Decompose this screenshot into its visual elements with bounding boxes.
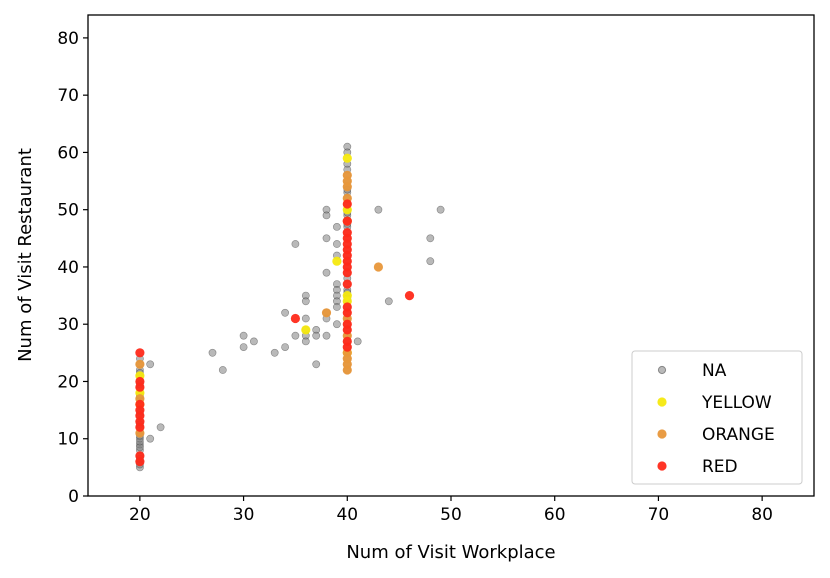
data-point-red [135, 348, 145, 358]
data-point-na [270, 348, 279, 357]
legend-marker-orange [657, 429, 667, 439]
data-point-red [342, 279, 352, 289]
data-point-na [312, 331, 321, 340]
data-point-na [322, 211, 331, 220]
legend-marker-red [657, 461, 667, 471]
data-point-na [353, 337, 362, 346]
data-point-na [301, 314, 310, 323]
data-point-na [239, 331, 248, 340]
legend-marker-na [657, 365, 667, 375]
y-tick-label: 80 [57, 29, 79, 49]
x-tick-label: 80 [751, 505, 773, 525]
y-tick-label: 0 [68, 487, 79, 507]
data-point-na [426, 257, 435, 266]
legend-marker-yellow [657, 397, 667, 407]
x-tick-label: 60 [544, 505, 566, 525]
data-point-orange [135, 359, 145, 369]
data-point-red [135, 382, 145, 392]
data-points [135, 142, 445, 472]
data-point-red [342, 342, 352, 352]
x-axis-label: Num of Visit Workplace [346, 542, 555, 563]
data-point-red [342, 268, 352, 278]
data-point-red [135, 457, 145, 467]
legend-label-orange: ORANGE [702, 425, 775, 445]
data-point-na [291, 331, 300, 340]
data-point-na [426, 234, 435, 243]
legend-frame [631, 350, 803, 485]
x-tick-label: 20 [129, 505, 151, 525]
data-point-na [322, 331, 331, 340]
data-point-na [322, 234, 331, 243]
data-point-yellow [332, 256, 342, 266]
x-axis-ticks: 20 30 40 50 60 70 80 [129, 496, 773, 525]
data-point-na [332, 303, 341, 311]
data-point-na [332, 222, 341, 231]
y-tick-label: 50 [57, 201, 79, 221]
data-point-orange [321, 308, 332, 318]
data-point-na [208, 348, 217, 357]
x-tick-label: 50 [440, 505, 462, 525]
x-tick-label: 40 [336, 505, 358, 525]
data-point-na [312, 360, 321, 369]
y-axis-label: Num of Visit Restaurant [15, 148, 36, 362]
data-point-red [342, 199, 352, 209]
data-point-na [281, 343, 289, 351]
legend-label-na: NA [702, 361, 727, 381]
data-point-orange [373, 262, 383, 272]
x-tick-label: 30 [233, 505, 255, 525]
y-tick-label: 40 [57, 258, 79, 278]
y-tick-label: 30 [57, 315, 79, 335]
data-point-na [301, 297, 310, 306]
data-point-na [332, 240, 341, 248]
data-point-na [249, 337, 258, 346]
data-point-red [290, 313, 300, 324]
data-point-na [156, 423, 165, 432]
legend-label-red: RED [702, 457, 738, 477]
y-tick-label: 70 [57, 86, 79, 106]
data-point-na [332, 320, 341, 329]
data-point-orange [342, 182, 352, 192]
data-point-red [135, 422, 145, 432]
y-tick-label: 10 [57, 430, 79, 450]
data-point-na [384, 297, 393, 306]
data-point-na [218, 366, 227, 374]
x-tick-label: 70 [648, 505, 670, 525]
data-point-red [404, 291, 415, 301]
y-axis-ticks: 0 10 20 30 40 50 60 70 80 [57, 29, 88, 507]
data-point-na [322, 268, 331, 277]
data-point-red [342, 325, 352, 335]
legend-label-yellow: YELLOW [701, 393, 772, 413]
data-point-red [342, 216, 352, 226]
data-point-yellow [342, 153, 352, 163]
y-tick-label: 20 [57, 372, 79, 392]
y-tick-label: 60 [57, 143, 79, 163]
data-point-red [342, 308, 352, 318]
data-point-na [291, 240, 300, 248]
data-point-na [239, 343, 248, 351]
data-point-na [374, 205, 383, 214]
data-point-orange [342, 365, 352, 375]
data-point-na [146, 360, 155, 369]
data-point-na [146, 434, 155, 443]
data-point-na [436, 205, 445, 214]
legend: NA YELLOW ORANGE RED [631, 350, 803, 485]
data-point-na [301, 337, 310, 346]
data-point-na [281, 308, 289, 317]
data-point-yellow [301, 325, 311, 335]
